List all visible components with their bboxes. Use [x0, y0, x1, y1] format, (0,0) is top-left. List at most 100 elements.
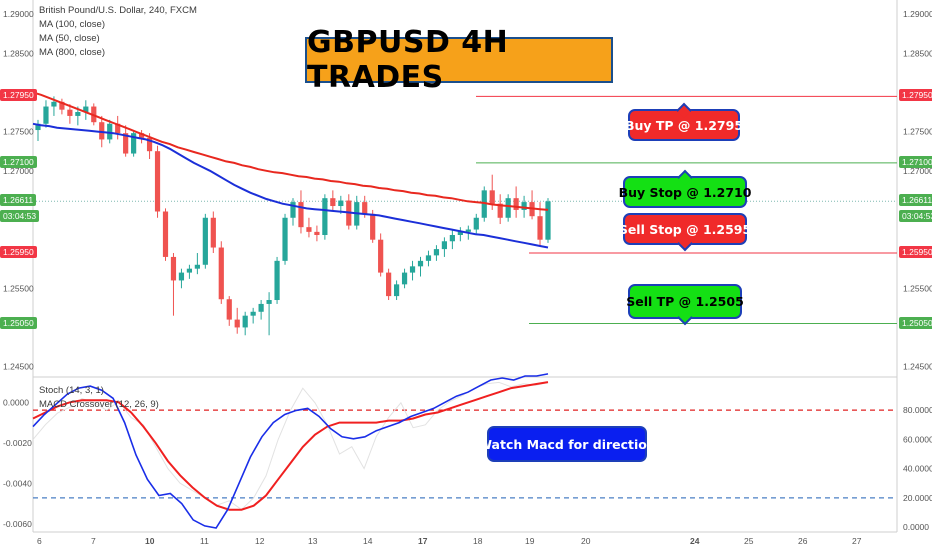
candle-body: [330, 198, 336, 207]
symbol-title: British Pound/U.S. Dollar, 240, FXCM: [39, 5, 197, 16]
osc-tick-left: 0.0000: [3, 397, 29, 407]
candle-body: [202, 217, 208, 265]
osc-tick-left: -0.0040: [3, 478, 32, 488]
candle-body: [521, 202, 527, 210]
candle-body: [306, 227, 312, 232]
candle-body: [465, 229, 471, 232]
price-tick-right: 1.25500: [903, 283, 932, 293]
candle-body: [545, 201, 551, 240]
candle-body: [210, 217, 216, 248]
price-tick-left: 1.25500: [3, 283, 34, 293]
candle-body: [218, 247, 224, 300]
right-price-tag: 1.27100: [899, 155, 932, 168]
x-tick-label: 13: [308, 536, 318, 546]
candle-body: [178, 272, 185, 281]
candle-body: [362, 202, 368, 214]
candle-body: [417, 260, 424, 267]
candle-body: [386, 272, 392, 297]
x-tick-label: 19: [525, 536, 535, 546]
candle-body: [146, 137, 153, 152]
candle-body: [170, 256, 177, 281]
osc-tick-left: -0.0060: [3, 519, 32, 529]
buy-tp-callout: Buy TP @ 1.2795: [624, 102, 744, 141]
candle-body: [322, 198, 328, 235]
price-tick-right: 1.24500: [903, 362, 932, 372]
buy-stop-callout: Buy Stop @ 1.2710: [619, 169, 751, 208]
candle-body: [115, 123, 121, 134]
title-banner: GBPUSD 4H TRADES: [305, 25, 613, 95]
x-tick-label: 6: [37, 536, 42, 546]
x-tick-label: 14: [363, 536, 373, 546]
sell-stop-callout: Sell Stop @ 1.2595: [619, 213, 751, 252]
right-price-tag: 1.25950: [899, 246, 932, 259]
osc-tick-left: -0.0020: [3, 438, 32, 448]
candle-body: [274, 260, 280, 301]
candle-body: [449, 235, 455, 242]
x-tick-label: 12: [255, 536, 265, 546]
candle-body: [513, 198, 519, 210]
right-price-tag: 03:04:53: [899, 210, 932, 223]
candle-body: [298, 202, 304, 228]
candle-body: [107, 123, 113, 140]
left-price-tag: 03:04:53: [0, 210, 40, 223]
ma100-legend: MA (100, close): [39, 19, 105, 30]
candle-body: [425, 255, 432, 261]
osc-tick-right: 40.0000: [903, 464, 932, 474]
candle-body: [290, 202, 296, 218]
candle-body: [401, 272, 408, 285]
candle-body: [457, 231, 463, 235]
ma100-line: [32, 91, 549, 211]
candle-body: [138, 133, 145, 138]
candle-body: [43, 106, 49, 124]
candle-body: [489, 190, 495, 204]
candle-body: [481, 190, 487, 218]
macd-legend: MACD Crossover (12, 26, 9): [39, 399, 159, 410]
candle-body: [473, 217, 479, 230]
candle-body: [234, 319, 240, 328]
candle-body: [409, 266, 416, 273]
candle-body: [186, 268, 193, 273]
candle-body: [242, 315, 248, 328]
candle-body: [441, 241, 448, 250]
x-tick-label: 27: [852, 536, 862, 546]
x-tick-label: 17: [418, 536, 428, 546]
candle-body: [250, 311, 256, 316]
price-tick-right: 1.29000: [903, 9, 932, 19]
macd-note-callout: Watch Macd for direction: [478, 426, 656, 462]
candle-body: [162, 211, 169, 257]
ma50-legend: MA (50, close): [39, 33, 100, 44]
candle-body: [497, 203, 503, 218]
sell-stop-label: Sell Stop @ 1.2595: [618, 221, 752, 237]
candle-body: [154, 151, 161, 212]
price-tick-left: 1.27000: [3, 166, 34, 176]
candle-body: [266, 300, 272, 304]
osc-tick-right: 60.0000: [903, 434, 932, 444]
candle-body: [282, 217, 288, 261]
sell-tp-label: Sell TP @ 1.2505: [626, 294, 744, 309]
candle-body: [338, 200, 344, 207]
macd-signal-line: [32, 381, 549, 511]
candle-body: [51, 101, 57, 107]
x-tick-label: 26: [798, 536, 808, 546]
candle-body: [370, 213, 376, 240]
price-tick-left: 1.24500: [3, 362, 34, 372]
left-price-tag: 1.25050: [0, 316, 37, 329]
x-tick-label: 11: [200, 536, 209, 546]
left-price-tag: 1.27950: [0, 89, 37, 102]
sell-tp-callout: Sell TP @ 1.2505: [626, 284, 744, 326]
x-tick-label: 10: [145, 536, 155, 546]
candle-body: [433, 249, 440, 256]
buy-tp-label: Buy TP @ 1.2795: [624, 117, 744, 133]
price-tick-left: 1.28500: [3, 48, 34, 58]
left-price-tag: 1.26611: [0, 194, 37, 207]
macd-note-label: Watch Macd for direction: [478, 436, 656, 452]
osc-tick-right: 80.0000: [903, 405, 932, 415]
ma50-line: [32, 122, 549, 249]
price-tick-right: 1.27500: [903, 127, 932, 137]
price-tick-right: 1.28500: [903, 48, 932, 58]
osc-tick-right: 0.0000: [903, 522, 929, 532]
candle-body: [505, 198, 511, 218]
x-tick-label: 7: [91, 536, 96, 546]
candle-body: [83, 106, 89, 113]
right-price-tag: 1.26611: [899, 194, 932, 207]
